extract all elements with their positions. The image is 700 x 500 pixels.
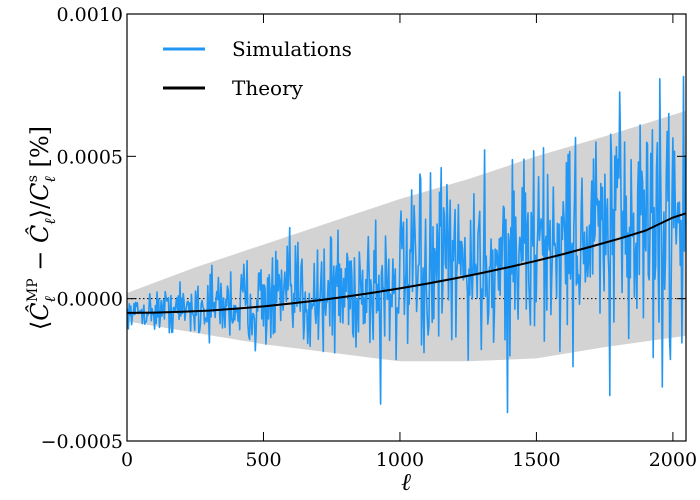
y-tick-label: 0.0000	[57, 289, 123, 311]
series-line-theory	[127, 212, 686, 314]
series-line-simulations	[127, 75, 686, 414]
x-tick-label: 1500	[512, 449, 560, 471]
plot-frame	[126, 13, 687, 442]
x-tick-label: 0	[121, 449, 133, 471]
tick-labels: 0 500 1000 1500 2000 −0.0005 0.0000 0.0005 0.001…	[41, 4, 697, 471]
legend-label-simulations: Simulations	[232, 37, 352, 61]
y-tick-label: 0.0005	[57, 146, 123, 168]
y-tick-label: −0.0005	[41, 431, 123, 453]
legend-label-theory: Theory	[232, 76, 304, 100]
y-tick-label: 0.0010	[57, 4, 123, 26]
legend: Simulations Theory	[163, 37, 352, 100]
x-tick-label: 500	[245, 449, 281, 471]
y-axis-label: ⟨ĈℓMP − Ĉℓ⟩/Cℓs [%]	[25, 126, 59, 330]
x-axis-label: ℓ	[401, 468, 411, 496]
x-tick-label: 1000	[376, 449, 424, 471]
x-tick-label: 2000	[649, 449, 697, 471]
